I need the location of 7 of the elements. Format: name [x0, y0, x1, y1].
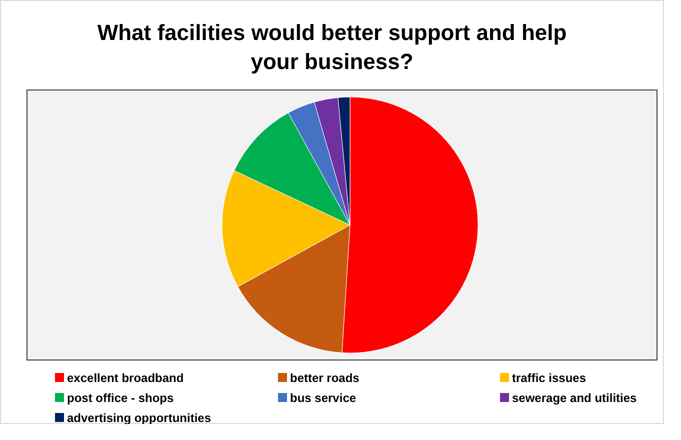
- legend-label: post office - shops: [67, 391, 174, 405]
- legend-label: better roads: [290, 371, 360, 385]
- legend-label: traffic issues: [512, 371, 586, 385]
- legend-label: sewerage and utilities: [512, 391, 638, 405]
- legend-label: excellent broadband: [67, 371, 184, 385]
- chart-title: What facilities would better support and help your business?: [97, 20, 567, 74]
- legend-label: bus service: [290, 391, 356, 405]
